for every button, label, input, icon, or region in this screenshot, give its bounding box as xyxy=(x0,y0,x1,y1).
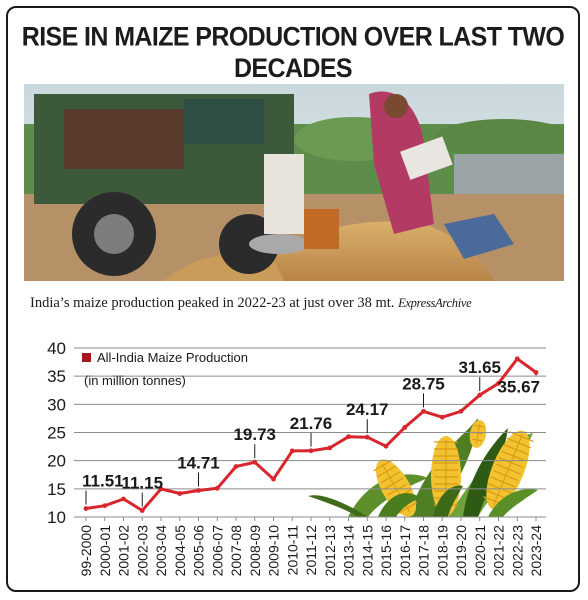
data-point xyxy=(289,448,295,454)
maize-production-chart: 10 15 20 25 30 35 40 99-2000 2000-01 2001-02 2002… xyxy=(47,339,546,576)
legend-entry: All-India Maize Production xyxy=(97,350,248,365)
corn-leaf xyxy=(488,488,538,517)
data-point xyxy=(533,369,539,375)
data-label: 19.73 xyxy=(233,425,276,444)
x-tick-label: 2000-01 xyxy=(97,525,113,577)
x-tick-label: 2002-03 xyxy=(134,525,150,577)
x-tick-label: 2010-11 xyxy=(284,525,300,576)
data-label: 31.65 xyxy=(458,358,501,377)
x-tick-label: 2019-20 xyxy=(453,525,469,577)
x-tick-label: 2008-09 xyxy=(247,525,263,577)
y-tick-label: 30 xyxy=(47,395,66,414)
data-point xyxy=(121,496,126,502)
x-tick-label: 2021-22 xyxy=(491,525,507,577)
x-tick-label: 2003-04 xyxy=(153,525,169,577)
data-label: 14.71 xyxy=(177,453,220,472)
data-point xyxy=(102,503,108,509)
data-point xyxy=(458,408,464,414)
data-point xyxy=(308,448,314,454)
corn-illustration xyxy=(308,418,538,517)
corn-leaf xyxy=(378,493,420,517)
data-point xyxy=(327,445,333,451)
series-points xyxy=(83,356,539,513)
y-tick-label: 25 xyxy=(47,424,66,443)
corn-leaf xyxy=(433,485,463,517)
legend: All-India Maize Production (in million t… xyxy=(82,350,248,388)
data-point xyxy=(346,434,351,440)
photo-caption: India’s maize production peaked in 2022-… xyxy=(30,295,570,312)
data-point xyxy=(496,380,501,386)
x-tick-label: 2004-05 xyxy=(172,525,188,577)
data-point xyxy=(252,459,258,465)
data-label: 24.17 xyxy=(346,400,389,419)
data-point xyxy=(139,508,145,513)
x-tick-label: 2016-17 xyxy=(397,525,413,577)
x-tick-label: 2017-18 xyxy=(416,525,432,577)
infographic-frame: RISE IN MAIZE PRODUCTION OVER LAST TWO D… xyxy=(6,6,580,592)
data-point xyxy=(364,434,370,440)
data-label: 21.76 xyxy=(290,414,333,433)
corn-cob xyxy=(469,420,487,448)
x-tick-label: 2009-10 xyxy=(266,525,282,577)
y-tick-label: 10 xyxy=(47,508,66,527)
x-tick-label: 2014-15 xyxy=(359,525,375,577)
caption-text: India’s maize production peaked in 2022-… xyxy=(30,295,395,311)
legend-swatch xyxy=(82,353,91,362)
headline: RISE IN MAIZE PRODUCTION OVER LAST TWO D… xyxy=(21,21,565,84)
x-tick-label: 2018-19 xyxy=(434,525,450,577)
farm-photo-illustration xyxy=(24,84,564,281)
data-point xyxy=(421,408,426,414)
data-point xyxy=(214,485,220,491)
x-tick-label: 2006-07 xyxy=(209,525,225,577)
data-point xyxy=(514,356,520,362)
x-tick-label: 2013-14 xyxy=(341,525,357,577)
y-axis-ticks: 10 15 20 25 30 35 40 xyxy=(47,339,66,527)
x-tick-label: 99-2000 xyxy=(78,525,94,577)
corn-cob xyxy=(482,430,534,510)
x-tick-label: 2020-21 xyxy=(472,525,488,577)
data-point xyxy=(439,414,445,420)
y-tick-label: 15 xyxy=(47,480,66,499)
caption-credit: ExpressArchive xyxy=(398,296,472,310)
x-tick-label: 2001-02 xyxy=(116,525,132,577)
y-tick-label: 20 xyxy=(47,452,66,471)
data-point xyxy=(477,392,483,398)
data-label: 35.67 xyxy=(497,377,540,396)
data-point xyxy=(271,476,276,482)
corn-leaf xyxy=(463,428,508,517)
data-point xyxy=(177,491,183,496)
farm-photo xyxy=(24,84,564,281)
x-tick-label: 2007-08 xyxy=(228,525,244,577)
x-tick-label: 2023-24 xyxy=(528,525,544,577)
x-tick-label: 2011-12 xyxy=(303,525,319,576)
legend-unit-note: (in million tonnes) xyxy=(84,373,186,388)
y-tick-label: 40 xyxy=(47,339,66,358)
data-point xyxy=(233,464,239,469)
data-label: 11.51 xyxy=(82,471,124,490)
corn-leaf xyxy=(308,495,368,517)
data-point xyxy=(383,443,389,449)
data-label: 11.15 xyxy=(121,474,163,493)
data-point xyxy=(402,425,408,430)
data-point xyxy=(158,486,164,492)
x-tick-label: 2005-06 xyxy=(191,525,207,577)
x-axis-ticks: 99-2000 2000-01 2001-02 2002-03 2003-04 2004-… xyxy=(78,517,544,576)
data-point xyxy=(83,506,89,511)
x-tick-label: 2015-16 xyxy=(378,525,394,577)
data-label: 28.75 xyxy=(402,374,445,393)
y-tick-label: 35 xyxy=(47,367,66,386)
data-point xyxy=(196,488,201,493)
x-tick-label: 2022-23 xyxy=(509,525,525,577)
x-tick-label: 2012-13 xyxy=(322,525,338,577)
